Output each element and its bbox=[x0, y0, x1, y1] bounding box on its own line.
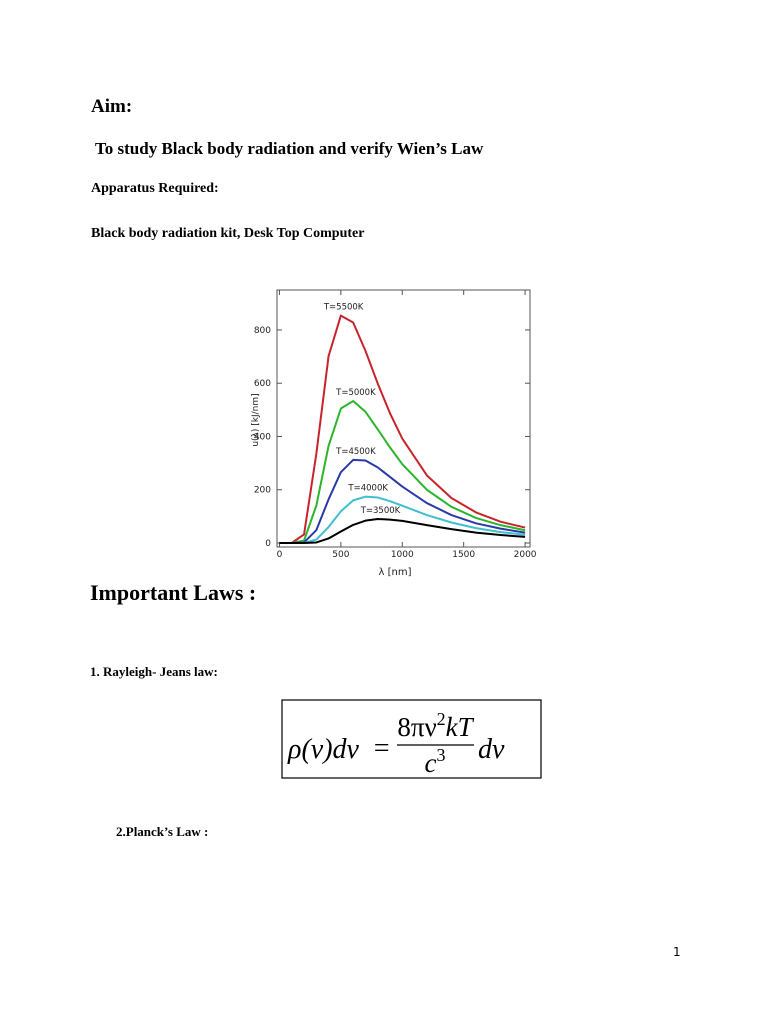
curve-label: T=4500K bbox=[335, 447, 376, 457]
y-tick-label: 600 bbox=[254, 379, 271, 389]
y-tick-label: 200 bbox=[254, 486, 271, 496]
formula-rhs: dν bbox=[478, 734, 505, 765]
numerator-base: 8πν bbox=[397, 712, 436, 742]
apparatus-heading: Apparatus Required: bbox=[91, 181, 219, 196]
formula-box bbox=[281, 699, 542, 779]
x-axis-label: λ [nm] bbox=[379, 567, 412, 578]
curve-label: T=5500K bbox=[323, 303, 364, 313]
series-line bbox=[279, 518, 526, 545]
curve-label: T=5000K bbox=[335, 388, 376, 398]
curve-label: T=4000K bbox=[347, 484, 388, 494]
x-tick-label: 0 bbox=[277, 550, 283, 560]
page-number: 1 bbox=[673, 945, 681, 959]
y-axis-label: u(λ) [kJ/nm] bbox=[251, 393, 261, 446]
formula-lhs: ρ(ν)dν bbox=[287, 734, 360, 765]
law1-title: 1. Rayleigh- Jeans law: bbox=[90, 664, 218, 679]
formula-numerator: 8πν2kT bbox=[397, 709, 474, 742]
x-tick-label: 1500 bbox=[452, 550, 475, 560]
x-tick-label: 500 bbox=[332, 550, 349, 560]
aim-heading: Aim: bbox=[91, 96, 132, 117]
series-line bbox=[279, 458, 526, 545]
apparatus-items: Black body radiation kit, Desk Top Compu… bbox=[91, 226, 364, 241]
chart: u(λ) [kJ/nm] λ [nm] 0 500 1000 1500 2000 0 200… bbox=[251, 289, 537, 578]
laws-heading: Important Laws : bbox=[90, 580, 256, 605]
y-tick-label: 0 bbox=[265, 539, 271, 549]
aim-text: To study Black body radiation and verify… bbox=[95, 139, 484, 158]
y-tick-label: 400 bbox=[254, 432, 271, 442]
formula-denominator: c3 bbox=[425, 745, 446, 778]
series-line bbox=[279, 495, 526, 545]
numerator-rest: kT bbox=[446, 712, 475, 742]
y-tick-label: 800 bbox=[254, 326, 271, 336]
numerator-exp: 2 bbox=[437, 709, 446, 729]
plot-frame bbox=[276, 289, 531, 548]
law2-title: 2.Planck’s Law : bbox=[116, 824, 208, 839]
denominator-base: c bbox=[425, 748, 437, 778]
curve-label: T=3500K bbox=[360, 506, 401, 516]
series-line bbox=[279, 314, 526, 545]
x-tick-label: 2000 bbox=[514, 550, 537, 560]
denominator-exp: 3 bbox=[436, 745, 445, 765]
formula: ρ(ν)dν = 8πν2kT c3 dν bbox=[281, 699, 542, 779]
x-tick-label: 1000 bbox=[391, 550, 414, 560]
formula-equals: = bbox=[372, 733, 391, 764]
series-line bbox=[279, 400, 526, 545]
